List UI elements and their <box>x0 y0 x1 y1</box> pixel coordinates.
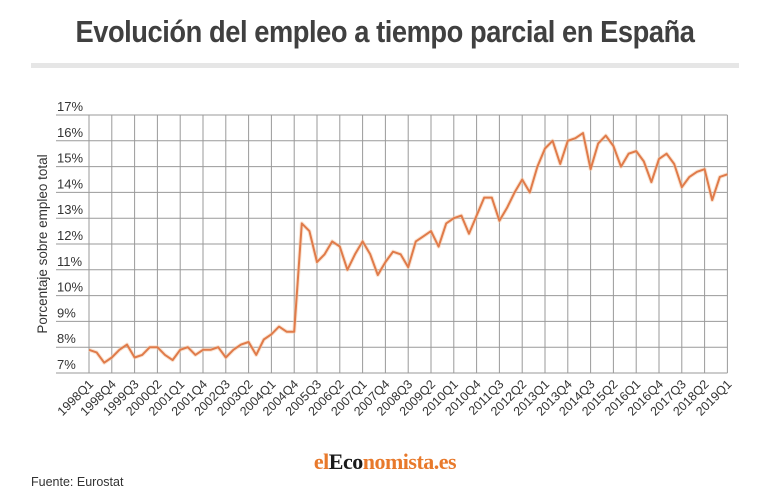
chart-title: Evolución del empleo a tiempo parcial en… <box>75 14 695 49</box>
y-axis-ticks: 7% 8% 9% 10% 11% 12% 13% 14% 15% 16% 17% <box>57 99 83 372</box>
eleconomista-logo: elEconomista.es <box>0 449 770 475</box>
x-axis-ticks: 1998Q11998Q41999Q32000Q22001Q12001Q42002… <box>55 377 735 418</box>
y-tick-label: 8% <box>57 331 76 346</box>
logo-part-nomista: nomista.es <box>362 449 457 474</box>
y-tick-label: 16% <box>57 125 83 140</box>
y-tick-label: 12% <box>57 228 83 243</box>
y-tick-label: 13% <box>57 202 83 217</box>
y-tick-label: 11% <box>57 254 82 269</box>
logo-part-eco: Eco <box>328 449 363 474</box>
series-line <box>88 132 728 364</box>
y-tick-label: 15% <box>57 151 83 166</box>
y-tick-label: 17% <box>57 99 83 114</box>
y-tick-label: 7% <box>57 357 76 372</box>
y-axis-label: Porcentaje sobre empleo total <box>35 154 50 333</box>
title-divider <box>31 63 739 68</box>
logo-part-el: el <box>313 449 329 474</box>
y-tick-label: 9% <box>57 305 76 320</box>
y-tick-label: 14% <box>57 176 83 191</box>
gridlines <box>56 114 728 374</box>
source-note: Fuente: Eurostat <box>31 475 124 489</box>
y-tick-label: 10% <box>57 280 83 295</box>
